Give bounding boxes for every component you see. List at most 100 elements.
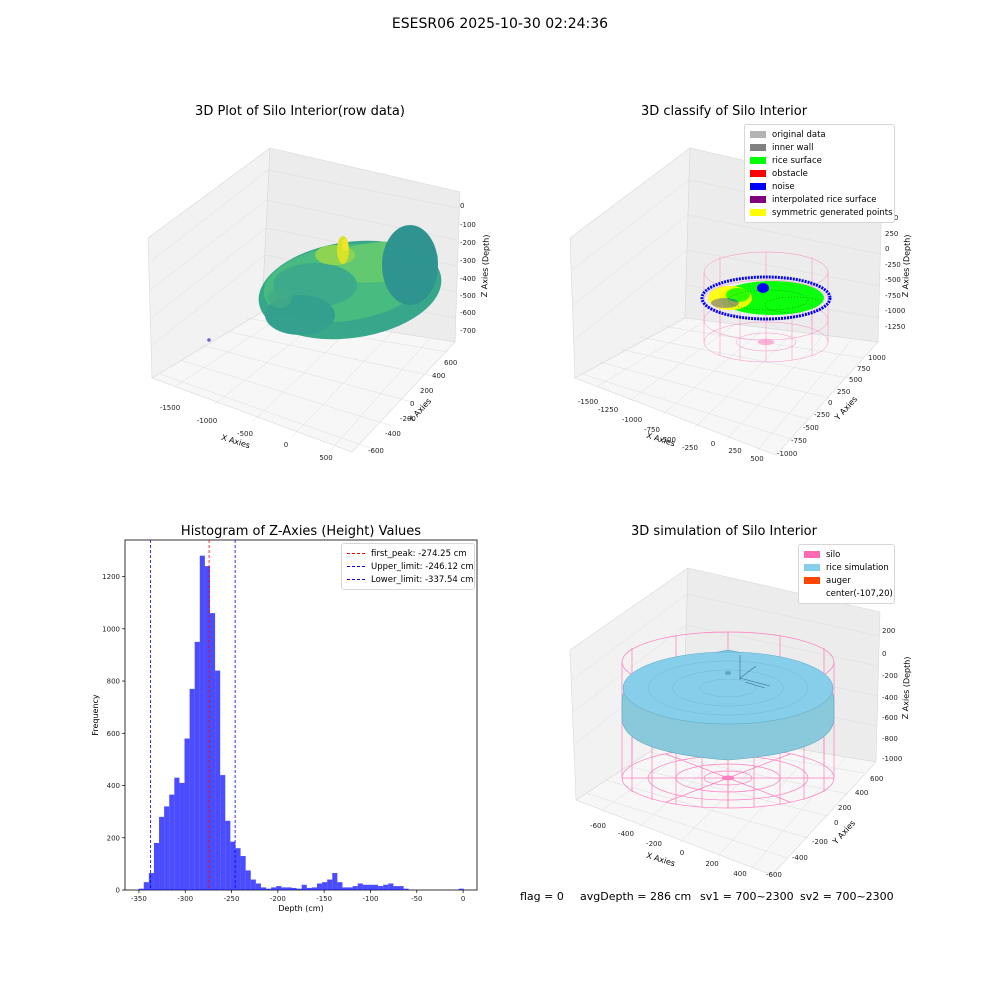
histogram-ytick-label: 600	[107, 730, 120, 738]
raw-ztick: -200	[460, 239, 476, 247]
classify-xtick: -1000	[622, 416, 642, 424]
simulation-ztick: 0	[882, 650, 886, 658]
histogram-bar	[281, 887, 287, 890]
histogram-bar	[240, 856, 246, 890]
simulation-legend-swatch	[804, 564, 820, 571]
simulation-legend-label: rice simulation	[826, 562, 889, 573]
simulation-legend-item: silo	[804, 548, 889, 561]
classify-ytick: 0	[828, 399, 832, 407]
status-sv1: sv1 = 700~2300	[700, 890, 794, 903]
histogram-bar	[148, 873, 154, 890]
status-flag: flag = 0	[520, 890, 564, 903]
classify-plot-title: 3D classify of Silo Interior	[640, 104, 808, 119]
histogram-bar	[403, 888, 409, 890]
classify-legend-label: interpolated rice surface	[772, 194, 877, 205]
histogram-bar	[388, 883, 394, 890]
histogram-ytick-label: 400	[107, 782, 120, 790]
classify-legend-item: symmetric generated points	[750, 206, 893, 219]
histogram-bar	[159, 816, 165, 890]
simulation-ztick: -800	[882, 735, 898, 743]
histogram-bar	[220, 775, 226, 890]
classify-zlabel: Z Axies (Depth)	[901, 234, 912, 297]
classify-legend-swatch	[750, 131, 766, 138]
histogram-legend-label: Upper_limit: -246.12 cm	[371, 561, 474, 572]
histogram-bar	[357, 883, 363, 890]
histogram-bar	[342, 887, 348, 890]
histogram-xtick-label: -150	[316, 895, 332, 903]
raw-y-ticks: -600 -400 -200 0 200 400 600	[368, 359, 457, 455]
simulation-ztick: -200	[882, 672, 898, 680]
histogram-xtick-label: -200	[270, 895, 286, 903]
histogram-bar	[230, 841, 236, 890]
histogram-title: Histogram of Z-Axies (Height) Values	[180, 524, 422, 539]
histogram-bar	[322, 882, 328, 890]
classify-legend-label: original data	[772, 129, 826, 140]
classify-ztick: -750	[885, 292, 901, 300]
histogram-bar	[169, 794, 175, 890]
histogram-ytick-label: 1200	[102, 573, 120, 581]
raw-ytick: -600	[368, 447, 384, 455]
simulation-ztick: -600	[882, 714, 898, 722]
classify-legend: original data inner wall rice surface obsta…	[744, 124, 895, 223]
histogram-bar	[352, 886, 358, 890]
simulation-legend: silo rice simulation auger center(-107,20)	[798, 544, 895, 604]
histogram-xtick-label: -50	[411, 895, 422, 903]
simulation-ztick: -1000	[882, 755, 902, 763]
simulation-xtick: -200	[646, 840, 662, 848]
histogram-bars	[138, 555, 464, 890]
histogram-ylabel: Frequency	[91, 694, 100, 736]
histogram-bar	[291, 887, 297, 890]
histogram-bar	[153, 842, 160, 890]
raw-ytick: 200	[420, 387, 433, 395]
status-avg-depth: avgDepth = 286 cm	[580, 890, 692, 903]
raw-xtick: -1000	[197, 417, 217, 425]
histogram-legend-item: Upper_limit: -246.12 cm	[347, 560, 474, 573]
histogram-bar	[373, 884, 379, 890]
raw-ztick: 0	[460, 202, 464, 210]
raw-ztick: -700	[460, 327, 476, 335]
histogram-bar	[362, 884, 368, 890]
classify-ytick: -1000	[777, 450, 797, 458]
classify-legend-swatch	[750, 157, 766, 164]
classify-legend-swatch	[750, 170, 766, 177]
classify-legend-item: original data	[750, 128, 889, 141]
raw-plot-title: 3D Plot of Silo Interior(row data)	[195, 104, 405, 119]
raw-ztick: -400	[460, 275, 476, 283]
raw-ztick: -500	[460, 292, 476, 300]
histogram-bar	[179, 782, 185, 890]
raw-xtick: 0	[284, 441, 288, 449]
status-sv2: sv2 = 700~2300	[800, 890, 894, 903]
histogram-bar	[347, 887, 353, 890]
raw-point-cloud	[207, 225, 442, 342]
raw-x-ticks: -1500 -1000 -500 0 500	[160, 404, 333, 462]
simulation-legend-label: auger	[826, 575, 851, 586]
histogram-bar	[296, 888, 302, 890]
histogram-reference-lines	[150, 540, 236, 890]
histogram-bar	[255, 883, 261, 890]
histogram-bar	[367, 884, 374, 890]
histogram-bar	[260, 887, 267, 890]
classify-xtick: 500	[750, 455, 763, 463]
histogram-ytick-label: 1000	[102, 625, 120, 633]
raw-z-ticks: 0 -100 -200 -300 -400 -500 -600 -700	[460, 202, 476, 335]
simulation-xtick: 0	[680, 849, 684, 857]
classify-ztick: -500	[885, 276, 901, 284]
histogram-bar	[316, 883, 323, 890]
histogram-legend-line	[347, 579, 365, 580]
histogram-bar	[276, 886, 282, 890]
histogram-bar	[327, 879, 333, 890]
simulation-plot-title: 3D simulation of Silo Interior	[631, 524, 817, 539]
raw-ytick: 400	[432, 372, 445, 380]
histogram-bar	[458, 888, 464, 890]
histogram-bar	[332, 873, 338, 890]
classify-legend-item: interpolated rice surface	[750, 193, 889, 206]
raw-zlabel: Z Axies (Depth)	[480, 234, 491, 297]
histogram-bar	[225, 820, 231, 890]
histogram-bar	[204, 566, 210, 890]
histogram-bar	[194, 641, 200, 890]
classify-ztick: 250	[885, 230, 898, 238]
histogram-bar	[266, 888, 272, 890]
histogram-legend-item: Lower_limit: -337.54 cm	[347, 573, 473, 586]
simulation-ytick: 600	[870, 775, 883, 783]
